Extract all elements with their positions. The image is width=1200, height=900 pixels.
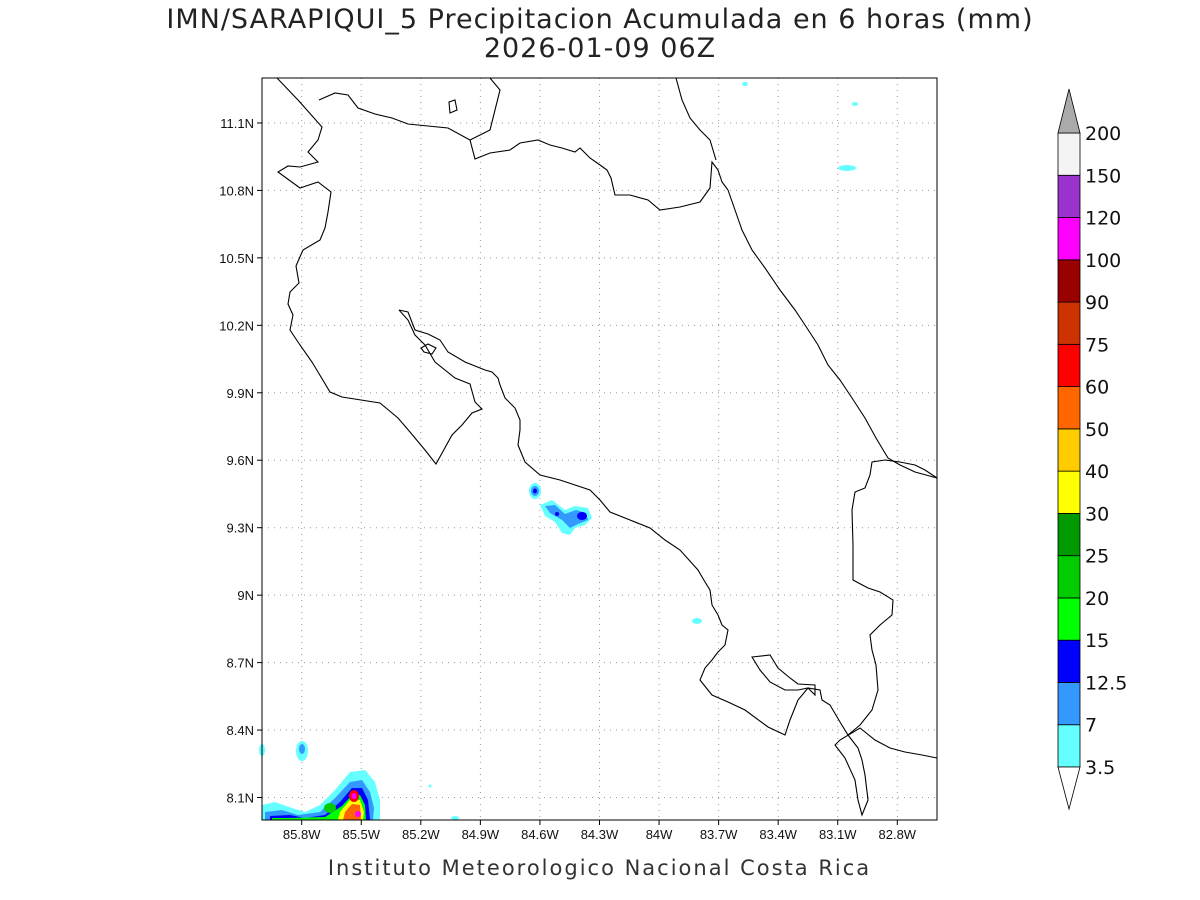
precip-cell (692, 618, 702, 624)
precip-cell (742, 82, 748, 86)
precip-cell (555, 512, 559, 516)
island-north (448, 99, 458, 114)
colorbar-swatch (1057, 217, 1081, 261)
lat-tick-label: 9.6N (227, 453, 254, 468)
lat-tick-label: 8.4N (227, 723, 254, 738)
lat-tick-label: 8.1N (227, 791, 254, 806)
precip-cell (428, 784, 432, 788)
caribbean-coast (727, 189, 938, 479)
colorbar-swatch (1057, 343, 1081, 388)
colorbar-label: 15 (1085, 630, 1109, 652)
lon-tick-label: 84.9W (462, 827, 500, 842)
colorbar-swatch (1057, 428, 1081, 472)
lon-tick-label: 85.8W (283, 827, 321, 842)
precip-cell (838, 165, 856, 171)
colorbar-label: 50 (1085, 419, 1109, 441)
precip-cell (852, 102, 858, 106)
nicaragua-border-north (318, 92, 729, 211)
colorbar-swatch (1057, 470, 1081, 514)
lon-tick-label: 84W (646, 827, 673, 842)
lake-east (675, 77, 717, 161)
map-subtitle-datetime: 2026-01-09 06Z (483, 33, 717, 64)
nicaragua-border-west (276, 77, 483, 465)
nicoya-inner-coast (398, 309, 938, 817)
colorbar-swatch (1057, 132, 1081, 176)
colorbar-swatch (1057, 386, 1081, 430)
precipitation-field (259, 82, 858, 820)
colorbar-label: 60 (1085, 377, 1109, 399)
longitude-axis: 85.8W 85.5W 85.2W 84.9W 84.6W 84.3W 84W 83.7W 83… (283, 820, 917, 842)
colorbar-label: 3.5 (1085, 757, 1115, 779)
colorbar-label: 25 (1085, 546, 1109, 568)
lat-tick-label: 9N (237, 588, 254, 603)
colorbar-bottom-triangle (1057, 766, 1081, 811)
lon-tick-label: 83.4W (759, 827, 797, 842)
lat-tick-label: 11.1N (220, 116, 254, 131)
lat-tick-label: 10.8N (219, 183, 254, 198)
colorbar-label: 100 (1085, 250, 1121, 272)
lat-tick-label: 9.3N (227, 521, 254, 536)
colorbar-label: 150 (1085, 165, 1121, 187)
colorbar-label: 75 (1085, 334, 1109, 356)
colorbar-top-triangle (1057, 88, 1081, 134)
coastlines (276, 77, 938, 817)
colorbar-swatch (1057, 513, 1081, 557)
colorbar-swatch (1057, 259, 1081, 303)
colorbar-label: 20 (1085, 588, 1109, 610)
colorbar-label: 7 (1085, 715, 1097, 737)
colorbar-swatch (1057, 597, 1081, 641)
latitude-axis: 11.1N 10.8N 10.5N 10.2N 9.9N 9.6N 9.3N 9N 8.7N 8.… (219, 116, 262, 806)
precip-cell (324, 803, 336, 813)
precip-cell (351, 793, 357, 799)
colorbar-label: 40 (1085, 461, 1109, 483)
colorbar-label: 90 (1085, 292, 1109, 314)
lon-tick-label: 85.2W (402, 827, 440, 842)
lon-tick-label: 83.1W (819, 827, 857, 842)
colorbar-swatch (1057, 555, 1081, 599)
lon-tick-label: 83.7W (700, 827, 738, 842)
institution-footer: Instituto Meteorologico Nacional Costa R… (327, 856, 872, 880)
colorbar-swatch (1057, 639, 1081, 683)
lat-tick-label: 9.9N (227, 386, 254, 401)
colorbar-label: 200 (1085, 123, 1121, 145)
map-gridlines (262, 78, 937, 820)
panama-border (847, 459, 938, 736)
colorbar-label: 30 (1085, 503, 1109, 525)
lat-tick-label: 10.2N (219, 318, 254, 333)
colorbar-swatch (1057, 301, 1081, 345)
lon-tick-label: 85.5W (342, 827, 380, 842)
colorbar-swatch (1057, 724, 1081, 768)
colorbar: 3.5 7 12.5 15 20 25 30 40 50 60 75 90 100 120 150 200 (1057, 88, 1127, 811)
precip-cell (533, 488, 537, 494)
lon-tick-label: 82.8W (879, 827, 917, 842)
colorbar-swatch (1057, 682, 1081, 726)
lake-edge (469, 77, 501, 141)
colorbar-label: 12.5 (1085, 672, 1127, 694)
precip-cell (545, 505, 588, 528)
lat-tick-label: 10.5N (219, 251, 254, 266)
precip-cell (451, 816, 459, 820)
lat-tick-label: 8.7N (227, 656, 254, 671)
colorbar-label: 120 (1085, 208, 1121, 230)
precip-cell (299, 744, 305, 754)
precip-cell (355, 811, 361, 817)
osa-peninsula (751, 654, 816, 697)
lon-tick-label: 84.6W (521, 827, 559, 842)
colorbar-swatch (1057, 174, 1081, 218)
lon-tick-label: 84.3W (581, 827, 619, 842)
map-title: IMN/SARAPIQUI_5 Precipitacion Acumulada … (166, 4, 1034, 35)
island-gulf (420, 343, 437, 355)
precip-cell (577, 512, 587, 520)
